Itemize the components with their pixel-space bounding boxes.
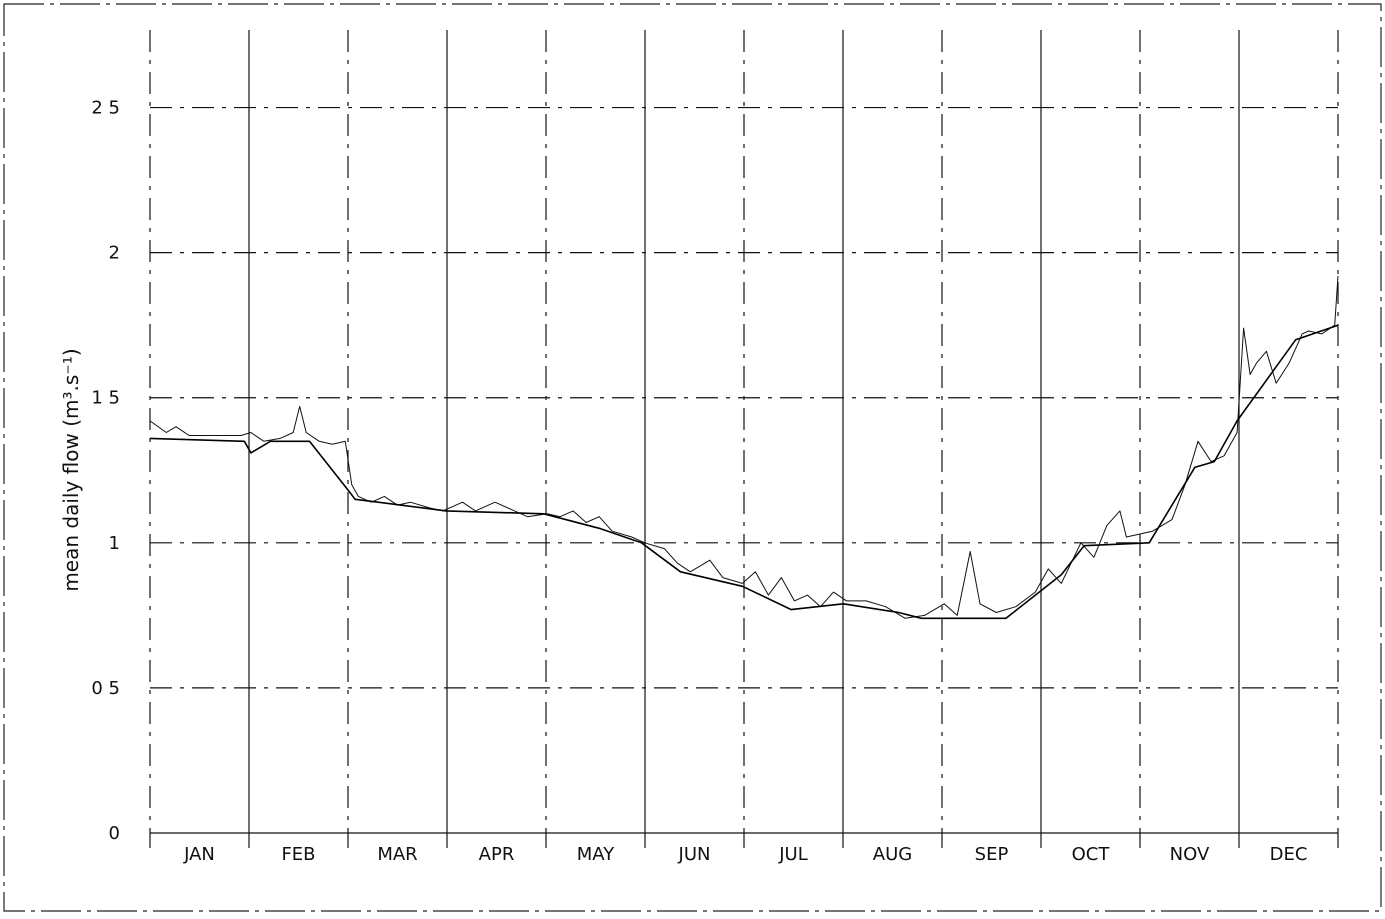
x-tick-label: JUL bbox=[778, 844, 808, 865]
y-tick-label: 2 bbox=[109, 243, 120, 264]
y-axis-label: mean daily flow (m³.s⁻¹) bbox=[59, 348, 83, 591]
y-tick-label: 0 5 bbox=[91, 678, 120, 699]
frame bbox=[3, 3, 1382, 912]
y-tick-label: 1 bbox=[109, 533, 120, 554]
x-tick-label: DEC bbox=[1270, 844, 1308, 865]
x-tick-label: SEP bbox=[975, 844, 1009, 865]
x-tick-label: JUN bbox=[678, 844, 711, 865]
series-line bbox=[149, 324, 1339, 620]
y-tick-label: 2 5 bbox=[91, 98, 120, 119]
x-tick-label: NOV bbox=[1170, 844, 1210, 865]
y-tick-label: 1 5 bbox=[91, 388, 120, 409]
x-tick-label: JAN bbox=[183, 844, 215, 865]
y-tick-label: 0 bbox=[109, 823, 120, 844]
x-tick-label: MAR bbox=[377, 844, 417, 865]
x-tick-label: FEB bbox=[281, 844, 315, 865]
x-tick-label: MAY bbox=[577, 844, 615, 865]
series-line bbox=[149, 275, 1339, 619]
x-tick-label: APR bbox=[479, 844, 515, 865]
x-tick-label: AUG bbox=[873, 844, 912, 865]
x-tick-label: OCT bbox=[1072, 844, 1111, 865]
